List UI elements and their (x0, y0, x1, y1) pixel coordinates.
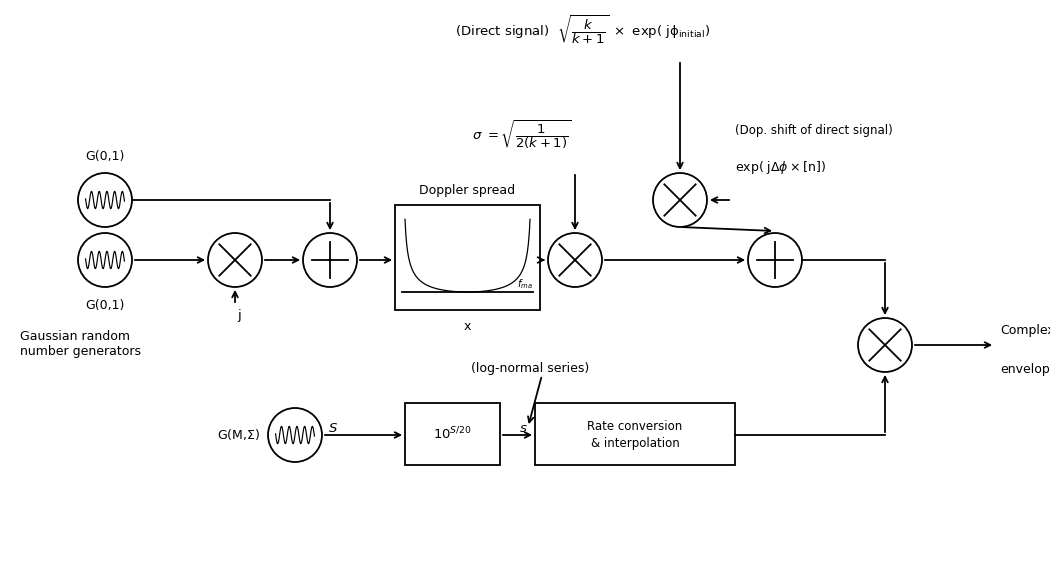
Text: (log-normal series): (log-normal series) (470, 362, 589, 375)
Text: G(M,$\Sigma$): G(M,$\Sigma$) (217, 428, 260, 442)
Text: Rate conversion: Rate conversion (587, 419, 682, 432)
Text: envelope: envelope (1000, 363, 1050, 376)
Text: (Direct signal)  $\sqrt{\dfrac{k}{k+1}}\ \times\ \mathrm{exp(\ j\phi_{initial})}: (Direct signal) $\sqrt{\dfrac{k}{k+1}}\ … (455, 14, 710, 46)
Text: & interpolation: & interpolation (590, 437, 679, 450)
Text: Gaussian random
number generators: Gaussian random number generators (20, 330, 141, 358)
Text: G(0,1): G(0,1) (85, 299, 125, 312)
Text: S: S (329, 423, 337, 436)
Text: Doppler spread: Doppler spread (419, 184, 516, 197)
Text: Complex: Complex (1000, 324, 1050, 337)
Bar (405, 403, 500, 465)
Text: j: j (237, 309, 240, 322)
Text: $10^{S/20}$: $10^{S/20}$ (433, 425, 471, 442)
Text: exp( j$\Delta\phi\times$[n]): exp( j$\Delta\phi\times$[n]) (735, 159, 826, 176)
Text: $\sigma\ =\sqrt{\dfrac{1}{2(k+1)}}$: $\sigma\ =\sqrt{\dfrac{1}{2(k+1)}}$ (472, 119, 571, 151)
Text: G(0,1): G(0,1) (85, 150, 125, 163)
Text: $f_{ma}$: $f_{ma}$ (518, 277, 533, 291)
Text: (Dop. shift of direct signal): (Dop. shift of direct signal) (735, 124, 892, 137)
Bar (536, 403, 735, 465)
Bar (395, 205, 540, 310)
Text: s: s (520, 421, 527, 434)
Text: x: x (464, 320, 471, 333)
